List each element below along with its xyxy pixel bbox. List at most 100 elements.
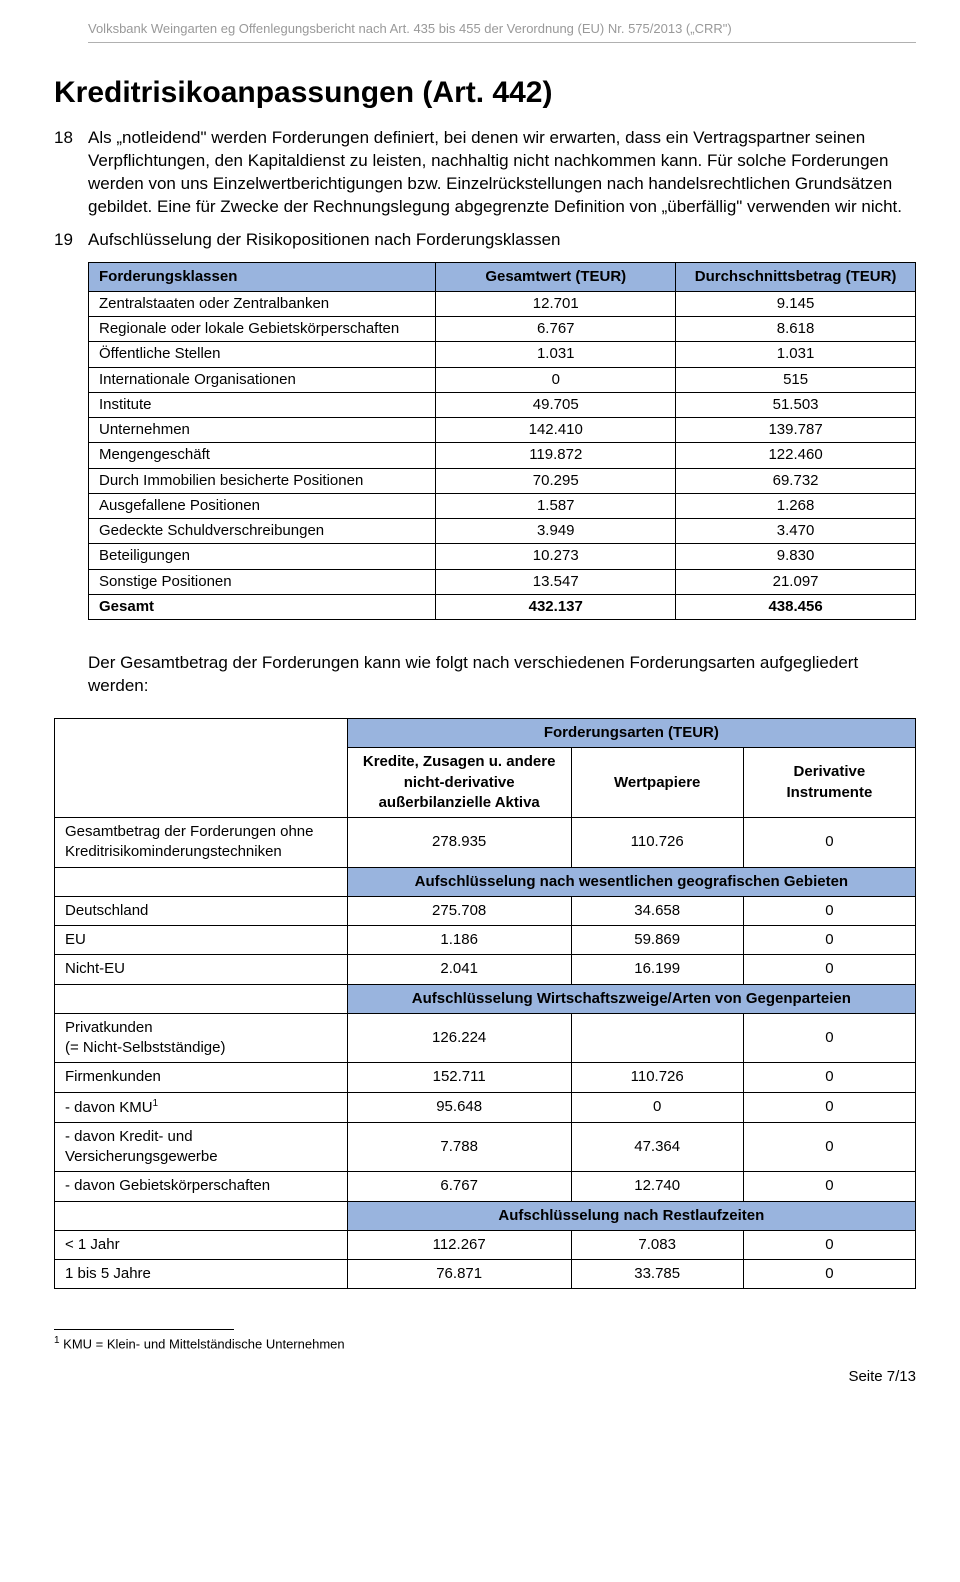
cell-value: 1.186 — [347, 926, 571, 955]
cell-label: Zentralstaaten oder Zentralbanken — [89, 291, 436, 316]
table-row: < 1 Jahr112.2677.0830 — [55, 1230, 916, 1259]
cell-label: EU — [55, 926, 348, 955]
cell-value: 0 — [743, 1092, 915, 1122]
cell-value: 515 — [676, 367, 916, 392]
cell-value: 0 — [743, 1172, 915, 1201]
cell-value: 278.935 — [347, 818, 571, 868]
table-header: Gesamtwert (TEUR) — [436, 262, 676, 291]
mid-paragraph: Der Gesamtbetrag der Forderungen kann wi… — [88, 652, 916, 698]
cell-value: 1.031 — [676, 342, 916, 367]
cell-value: 33.785 — [571, 1260, 743, 1289]
cell-value: 12.701 — [436, 291, 676, 316]
cell-value: 112.267 — [347, 1230, 571, 1259]
cell-label: Nicht-EU — [55, 955, 348, 984]
cell-value: 7.788 — [347, 1122, 571, 1172]
cell-value: 10.273 — [436, 544, 676, 569]
table-row: Zentralstaaten oder Zentralbanken12.7019… — [89, 291, 916, 316]
cell-value: 76.871 — [347, 1260, 571, 1289]
cell-label: - davon KMU1 — [55, 1092, 348, 1122]
cell-value: 13.547 — [436, 569, 676, 594]
cell-label: Internationale Organisationen — [89, 367, 436, 392]
cell-label: - davon Gebietskörperschaften — [55, 1172, 348, 1201]
cell-value: 126.224 — [347, 1013, 571, 1063]
cell-label: Ausgefallene Positionen — [89, 493, 436, 518]
cell-value: 47.364 — [571, 1122, 743, 1172]
cell-value: 438.456 — [676, 594, 916, 619]
cell-value: 70.295 — [436, 468, 676, 493]
page-header: Volksbank Weingarten eg Offenlegungsberi… — [88, 20, 916, 43]
cell-value — [571, 1013, 743, 1063]
table-row: Sonstige Positionen13.54721.097 — [89, 569, 916, 594]
cell-label: Privatkunden(= Nicht-Selbstständige) — [55, 1013, 348, 1063]
table-row: Durch Immobilien besicherte Positionen70… — [89, 468, 916, 493]
cell-value: 9.145 — [676, 291, 916, 316]
table-row: Institute49.70551.503 — [89, 392, 916, 417]
table-row: 1 bis 5 Jahre76.87133.7850 — [55, 1260, 916, 1289]
cell-value: 34.658 — [571, 896, 743, 925]
cell-value: 3.949 — [436, 519, 676, 544]
cell-value: 12.740 — [571, 1172, 743, 1201]
cell-value: 0 — [743, 1063, 915, 1092]
cell-value: 95.648 — [347, 1092, 571, 1122]
table-row: - davon Gebietskörperschaften6.76712.740… — [55, 1172, 916, 1201]
forderungsarten-table: Forderungsarten (TEUR) Kredite, Zusagen … — [54, 718, 916, 1289]
cell-value: 3.470 — [676, 519, 916, 544]
cell-value: 122.460 — [676, 443, 916, 468]
cell-value: 0 — [436, 367, 676, 392]
table-row: Ausgefallene Positionen1.5871.268 — [89, 493, 916, 518]
para-text: Als „notleidend" werden Forderungen defi… — [88, 127, 916, 219]
table-row: Deutschland275.70834.6580 — [55, 896, 916, 925]
footnote-text: KMU = Klein- und Mittelständische Untern… — [60, 1337, 345, 1352]
cell-label: < 1 Jahr — [55, 1230, 348, 1259]
table-row: Internationale Organisationen0515 — [89, 367, 916, 392]
cell-label: 1 bis 5 Jahre — [55, 1260, 348, 1289]
cell-value: 0 — [743, 1230, 915, 1259]
cell-value: 432.137 — [436, 594, 676, 619]
cell-value: 69.732 — [676, 468, 916, 493]
cell-label: Deutschland — [55, 896, 348, 925]
table-row: Öffentliche Stellen1.0311.031 — [89, 342, 916, 367]
cell-value: 0 — [743, 1260, 915, 1289]
paragraph-19: 19 Aufschlüsselung der Risikopositionen … — [54, 229, 916, 252]
forderungsklassen-table: Forderungsklassen Gesamtwert (TEUR) Durc… — [88, 262, 916, 621]
table-row: Privatkunden(= Nicht-Selbstständige)126.… — [55, 1013, 916, 1063]
para-number: 18 — [54, 127, 88, 219]
cell-value: 2.041 — [347, 955, 571, 984]
footnote: 1 KMU = Klein- und Mittelständische Unte… — [54, 1334, 916, 1353]
cell-label: Gedeckte Schuldverschreibungen — [89, 519, 436, 544]
cell-value: 0 — [743, 1013, 915, 1063]
table-subheader: Wertpapiere — [571, 748, 743, 818]
cell-value: 8.618 — [676, 317, 916, 342]
table-row: Regionale oder lokale Gebietskörperschaf… — [89, 317, 916, 342]
footnote-separator — [54, 1329, 234, 1330]
table-subheader: Kredite, Zusagen u. andere nicht-derivat… — [347, 748, 571, 818]
cell-value: 6.767 — [347, 1172, 571, 1201]
cell-value: 142.410 — [436, 418, 676, 443]
cell-label: Unternehmen — [89, 418, 436, 443]
cell-value: 1.031 — [436, 342, 676, 367]
cell-label: - davon Kredit- und Versicherungsgewerbe — [55, 1122, 348, 1172]
section-header: Aufschlüsselung nach wesentlichen geogra… — [347, 867, 915, 896]
section-header: Aufschlüsselung nach Restlaufzeiten — [347, 1201, 915, 1230]
cell-value: 0 — [571, 1092, 743, 1122]
cell-value: 16.199 — [571, 955, 743, 984]
table-row: - davon Kredit- und Versicherungsgewerbe… — [55, 1122, 916, 1172]
cell-value: 119.872 — [436, 443, 676, 468]
cell-value: 0 — [743, 1122, 915, 1172]
cell-label: Gesamtbetrag der Forderungen ohne Kredit… — [55, 818, 348, 868]
table-row: Gesamtbetrag der Forderungen ohne Kredit… — [55, 818, 916, 868]
table-row: - davon KMU195.64800 — [55, 1092, 916, 1122]
cell-label: Öffentliche Stellen — [89, 342, 436, 367]
section-header: Aufschlüsselung Wirtschaftszweige/Arten … — [347, 984, 915, 1013]
table-header: Forderungsklassen — [89, 262, 436, 291]
paragraph-18: 18 Als „notleidend" werden Forderungen d… — [54, 127, 916, 219]
table-row: Beteiligungen10.2739.830 — [89, 544, 916, 569]
table-main-header: Forderungsarten (TEUR) — [347, 719, 915, 748]
table-header: Durchschnittsbetrag (TEUR) — [676, 262, 916, 291]
cell-label: Firmenkunden — [55, 1063, 348, 1092]
cell-value: 139.787 — [676, 418, 916, 443]
cell-value: 21.097 — [676, 569, 916, 594]
cell-value: 1.587 — [436, 493, 676, 518]
table-subheader: Derivative Instrumente — [743, 748, 915, 818]
para-number: 19 — [54, 229, 88, 252]
